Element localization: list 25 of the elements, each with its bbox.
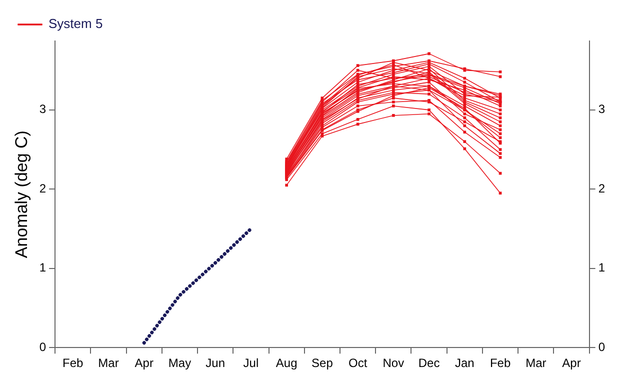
x-tick-label: Apr xyxy=(134,356,154,370)
y2-tick-label: 2 xyxy=(598,181,606,196)
x-tick-label: Mar xyxy=(98,356,119,370)
y2-tick-label: 3 xyxy=(598,102,606,116)
x-tick-label: Sep xyxy=(312,356,334,370)
x-tick-label: Feb xyxy=(62,356,84,370)
y2-tick-label: 0 xyxy=(598,340,606,354)
x-tick-label: Aug xyxy=(276,356,298,370)
x-tick-label: Feb xyxy=(490,356,511,370)
y2-tick-label: 1 xyxy=(598,260,606,275)
y-tick-label: 3 xyxy=(39,102,46,116)
y-axis-title: Anomaly (deg C) xyxy=(12,130,31,258)
x-tick-label: Nov xyxy=(382,356,404,370)
x-tick-label: Jul xyxy=(243,356,259,370)
x-tick-label: May xyxy=(168,356,192,370)
y-tick-label: 2 xyxy=(39,181,46,196)
x-tick-label: Jan xyxy=(454,356,474,370)
x-tick-label: Dec xyxy=(418,356,440,370)
x-tick-label: Oct xyxy=(348,356,368,370)
x-tick-label: Mar xyxy=(526,356,546,370)
legend-label: System 5 xyxy=(48,16,103,32)
y-tick-label: 0 xyxy=(39,340,46,354)
x-tick-label: Jun xyxy=(206,356,226,370)
y-tick-label: 1 xyxy=(39,260,46,275)
x-tick-label: Apr xyxy=(562,356,581,370)
